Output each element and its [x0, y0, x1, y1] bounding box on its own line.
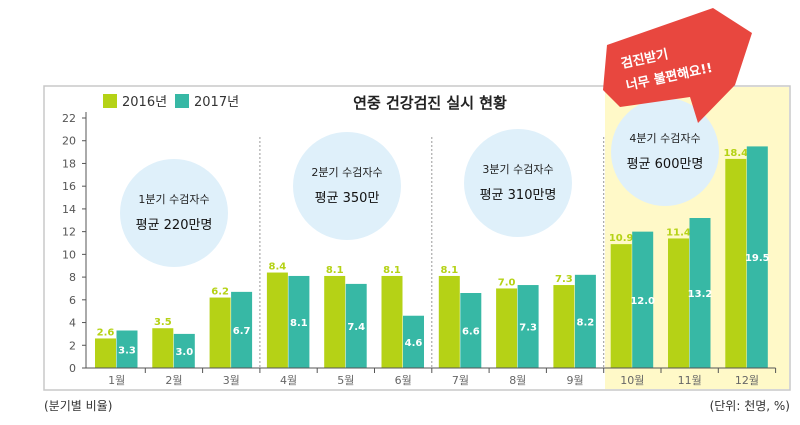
chart-title: 연중 건강검진 실시 현황: [353, 94, 507, 112]
quarter-bubble: [120, 159, 228, 267]
bar-2017: [689, 218, 711, 368]
data-label-2016: 2.6: [97, 327, 115, 338]
quarter-bubble-value: 평균 600만명: [627, 157, 704, 172]
bar-2017: [632, 231, 654, 368]
y-tick-label: 10: [62, 248, 76, 261]
x-tick-label: 9월: [566, 374, 583, 387]
quarter-bubble: [611, 98, 719, 206]
quarter-bubble-title: 1분기 수검자수: [138, 193, 209, 206]
data-label-2017: 8.2: [577, 317, 595, 328]
data-label-2017: 6.7: [233, 326, 251, 337]
data-label-2017: 7.3: [519, 323, 537, 334]
quarter-bubble-title: 3분기 수검자수: [482, 163, 553, 176]
bar-2016: [152, 328, 174, 368]
legend-label-2017: 2017년: [194, 95, 239, 110]
y-tick-label: 16: [62, 180, 76, 193]
bar-2016: [496, 288, 518, 368]
bar-2017: [574, 274, 596, 368]
bar-2016: [438, 275, 460, 368]
x-tick-label: 6월: [395, 374, 412, 387]
y-tick-label: 14: [62, 203, 76, 216]
bar-2017: [173, 333, 195, 368]
y-tick-label: 2: [69, 339, 76, 352]
data-label-2016: 7.0: [498, 277, 516, 288]
footnote-left: (분기별 비율): [44, 399, 112, 413]
bar-2016: [668, 238, 689, 368]
callout-shape: [603, 8, 752, 123]
bar-2016: [725, 158, 747, 368]
quarter-bubble-title: 2분기 수검자수: [311, 166, 382, 179]
x-tick-label: 10월: [620, 374, 644, 387]
bar-2016: [610, 244, 632, 368]
data-label-2016: 8.4: [269, 262, 287, 273]
data-label-2016: 11.4: [666, 227, 691, 238]
y-tick-label: 6: [69, 294, 76, 307]
bar-2016: [209, 297, 231, 368]
bar-2016: [266, 272, 288, 368]
x-tick-label: 2월: [165, 374, 182, 387]
data-label-2016: 8.1: [440, 265, 458, 276]
data-label-2016: 3.5: [154, 317, 172, 328]
quarter-bubble-title: 4분기 수검자수: [629, 132, 700, 145]
y-tick-label: 18: [62, 157, 76, 170]
y-tick-label: 8: [69, 271, 76, 284]
x-tick-label: 11월: [678, 374, 702, 387]
data-label-2017: 12.0: [630, 296, 655, 307]
data-label-2017: 19.5: [745, 253, 770, 264]
data-label-2016: 8.1: [326, 265, 344, 276]
bar-2016: [324, 275, 346, 368]
y-tick-label: 0: [69, 362, 76, 375]
data-label-2017: 8.1: [290, 318, 308, 329]
y-tick-label: 22: [62, 112, 76, 125]
quarter-bubble: [464, 129, 572, 237]
y-tick-label: 20: [62, 135, 76, 148]
x-tick-label: 4월: [280, 374, 297, 387]
x-tick-label: 7월: [452, 374, 469, 387]
data-label-2016: 10.9: [609, 233, 634, 244]
data-label-2016: 6.2: [211, 287, 229, 298]
bar-2017: [746, 146, 768, 368]
quarter-bubble-value: 평균 310만명: [480, 188, 557, 203]
x-tick-label: 1월: [108, 374, 125, 387]
legend: 2016년 2017년: [103, 94, 239, 110]
bar-2017: [116, 330, 138, 368]
quarter-bubble: [293, 132, 401, 240]
legend-swatch-2017: [175, 94, 189, 108]
bar-2016: [553, 285, 575, 368]
legend-label-2016: 2016년: [122, 95, 167, 110]
x-tick-label: 5월: [337, 374, 354, 387]
bar-2017: [231, 291, 253, 368]
data-label-2017: 3.3: [118, 345, 136, 356]
legend-swatch-2016: [103, 94, 117, 108]
bar-2017: [517, 285, 539, 368]
x-tick-label: 3월: [223, 374, 240, 387]
bar-2017: [345, 283, 367, 368]
data-label-2017: 7.4: [347, 322, 365, 333]
quarter-bubble-value: 평균 350만: [315, 191, 380, 206]
data-label-2016: 8.1: [383, 265, 401, 276]
quarter-bubble-value: 평균 220만명: [136, 218, 213, 233]
bar-2016: [95, 338, 116, 368]
data-label-2016: 7.3: [555, 274, 573, 285]
data-label-2016: 18.4: [723, 148, 748, 159]
bar-2016: [381, 275, 403, 368]
bar-2017: [460, 293, 482, 368]
footnote-right: (단위: 천명, %): [710, 398, 790, 413]
data-label-2017: 3.0: [175, 347, 193, 358]
callout-bubble: 검진받기 너무 불편해요!!: [603, 8, 752, 123]
bar-2017: [403, 315, 424, 368]
data-label-2017: 6.6: [462, 327, 480, 338]
data-label-2017: 13.2: [688, 289, 713, 300]
y-tick-label: 12: [62, 226, 76, 239]
bar-2017: [288, 275, 310, 368]
y-tick-label: 4: [69, 317, 76, 330]
x-tick-label: 8월: [509, 374, 526, 387]
x-tick-label: 12월: [735, 374, 759, 387]
data-label-2017: 4.6: [405, 338, 423, 349]
